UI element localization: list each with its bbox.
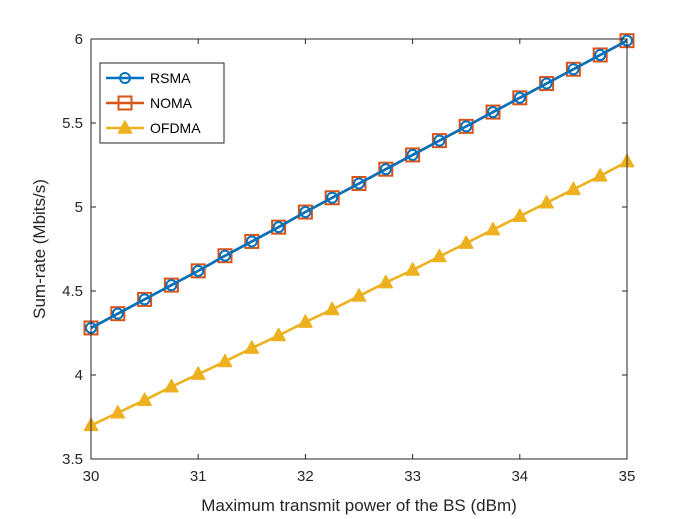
data-point-noma	[378, 161, 394, 177]
data-point-ofdma	[244, 340, 260, 354]
data-point-ofdma	[566, 181, 581, 196]
data-point-ofdma	[271, 327, 286, 342]
data-point-ofdma	[110, 405, 126, 419]
legend-item-ofdma: OFDMA	[106, 120, 201, 136]
data-point-ofdma	[458, 235, 474, 249]
data-point-rsma	[138, 293, 151, 306]
x-tick-label: 35	[619, 468, 636, 485]
y-tick-label: 5.5	[62, 115, 83, 132]
y-tick-label: 5	[75, 199, 83, 216]
data-point-noma	[244, 233, 260, 249]
series-line-rsma	[90, 39, 628, 330]
data-point-ofdma	[298, 314, 313, 328]
x-tick-label: 34	[511, 468, 528, 485]
data-point-noma	[190, 263, 206, 279]
data-point-rsma	[406, 148, 419, 161]
x-axis: 30 31 32 33 34 35	[83, 39, 636, 485]
y-axis-label: Sum-rate (Mbits/s)	[30, 179, 49, 319]
legend: RSMA NOMA OFDMA	[99, 62, 225, 144]
data-point-ofdma	[217, 353, 233, 368]
legend-marker-rsma	[119, 72, 131, 84]
axis-layer: 30 31 32 33 34 35 3.5 4 4.5 5 5.5 6	[62, 31, 635, 485]
data-point-noma	[485, 104, 501, 120]
data-point-ofdma	[485, 221, 501, 236]
data-point-rsma	[165, 279, 178, 292]
data-point-rsma	[299, 206, 312, 219]
x-tick-label: 32	[297, 468, 314, 485]
legend-marker-noma	[117, 95, 133, 111]
legend-item-rsma: RSMA	[106, 70, 191, 86]
y-tick-label: 4	[75, 367, 83, 384]
data-point-noma	[163, 277, 179, 293]
data-point-noma	[137, 291, 153, 307]
legend-label-rsma: RSMA	[150, 70, 191, 86]
y-axis: 3.5 4 4.5 5 5.5 6	[62, 31, 627, 468]
data-point-noma	[405, 147, 421, 163]
data-point-rsma	[326, 191, 339, 204]
data-point-ofdma	[164, 379, 179, 393]
data-point-ofdma	[592, 168, 608, 182]
data-point-rsma	[487, 106, 499, 119]
series-ofdma	[83, 153, 635, 432]
y-tick-label: 3.5	[62, 451, 83, 468]
x-tick-label: 33	[404, 468, 421, 485]
data-point-rsma	[567, 63, 580, 76]
data-point-ofdma	[137, 392, 152, 406]
y-tick-label: 6	[75, 31, 83, 48]
axes-box	[90, 38, 628, 460]
data-point-rsma	[379, 163, 392, 176]
series-layer	[83, 33, 635, 432]
data-point-rsma	[460, 120, 473, 133]
data-point-noma	[539, 76, 555, 92]
data-point-rsma	[513, 91, 526, 104]
data-point-rsma	[272, 221, 285, 234]
data-point-rsma	[245, 235, 258, 248]
data-point-rsma	[219, 249, 231, 262]
data-point-rsma	[433, 134, 446, 147]
data-point-noma	[592, 47, 608, 63]
data-point-noma	[458, 118, 474, 134]
data-point-rsma	[192, 264, 205, 277]
y-tick-label: 4.5	[62, 283, 83, 300]
data-point-rsma	[540, 77, 553, 90]
x-tick-label: 30	[83, 468, 100, 485]
data-point-noma	[271, 219, 287, 235]
legend-marker-ofdma	[117, 120, 133, 134]
data-point-ofdma	[539, 195, 554, 209]
data-point-noma	[431, 133, 447, 149]
legend-item-noma: NOMA	[106, 95, 193, 111]
data-point-noma	[110, 306, 126, 322]
data-point-ofdma	[324, 301, 340, 316]
data-point-noma	[351, 175, 367, 191]
data-point-ofdma	[432, 248, 447, 263]
x-axis-label: Maximum transmit power of the BS (dBm)	[201, 496, 517, 515]
data-point-rsma	[594, 48, 607, 61]
data-point-rsma	[111, 307, 124, 320]
data-point-noma	[512, 90, 528, 106]
legend-label-noma: NOMA	[150, 95, 193, 111]
data-point-ofdma	[405, 262, 420, 276]
data-point-ofdma	[378, 274, 394, 289]
data-point-noma	[565, 61, 581, 77]
data-point-noma	[217, 248, 233, 264]
data-point-ofdma	[351, 288, 367, 302]
data-point-rsma	[353, 177, 365, 190]
x-tick-label: 31	[190, 468, 207, 485]
legend-label-ofdma: OFDMA	[150, 120, 201, 136]
data-point-noma	[324, 190, 340, 206]
data-point-ofdma	[512, 208, 528, 222]
data-point-ofdma	[190, 366, 206, 380]
data-point-noma	[297, 204, 313, 220]
